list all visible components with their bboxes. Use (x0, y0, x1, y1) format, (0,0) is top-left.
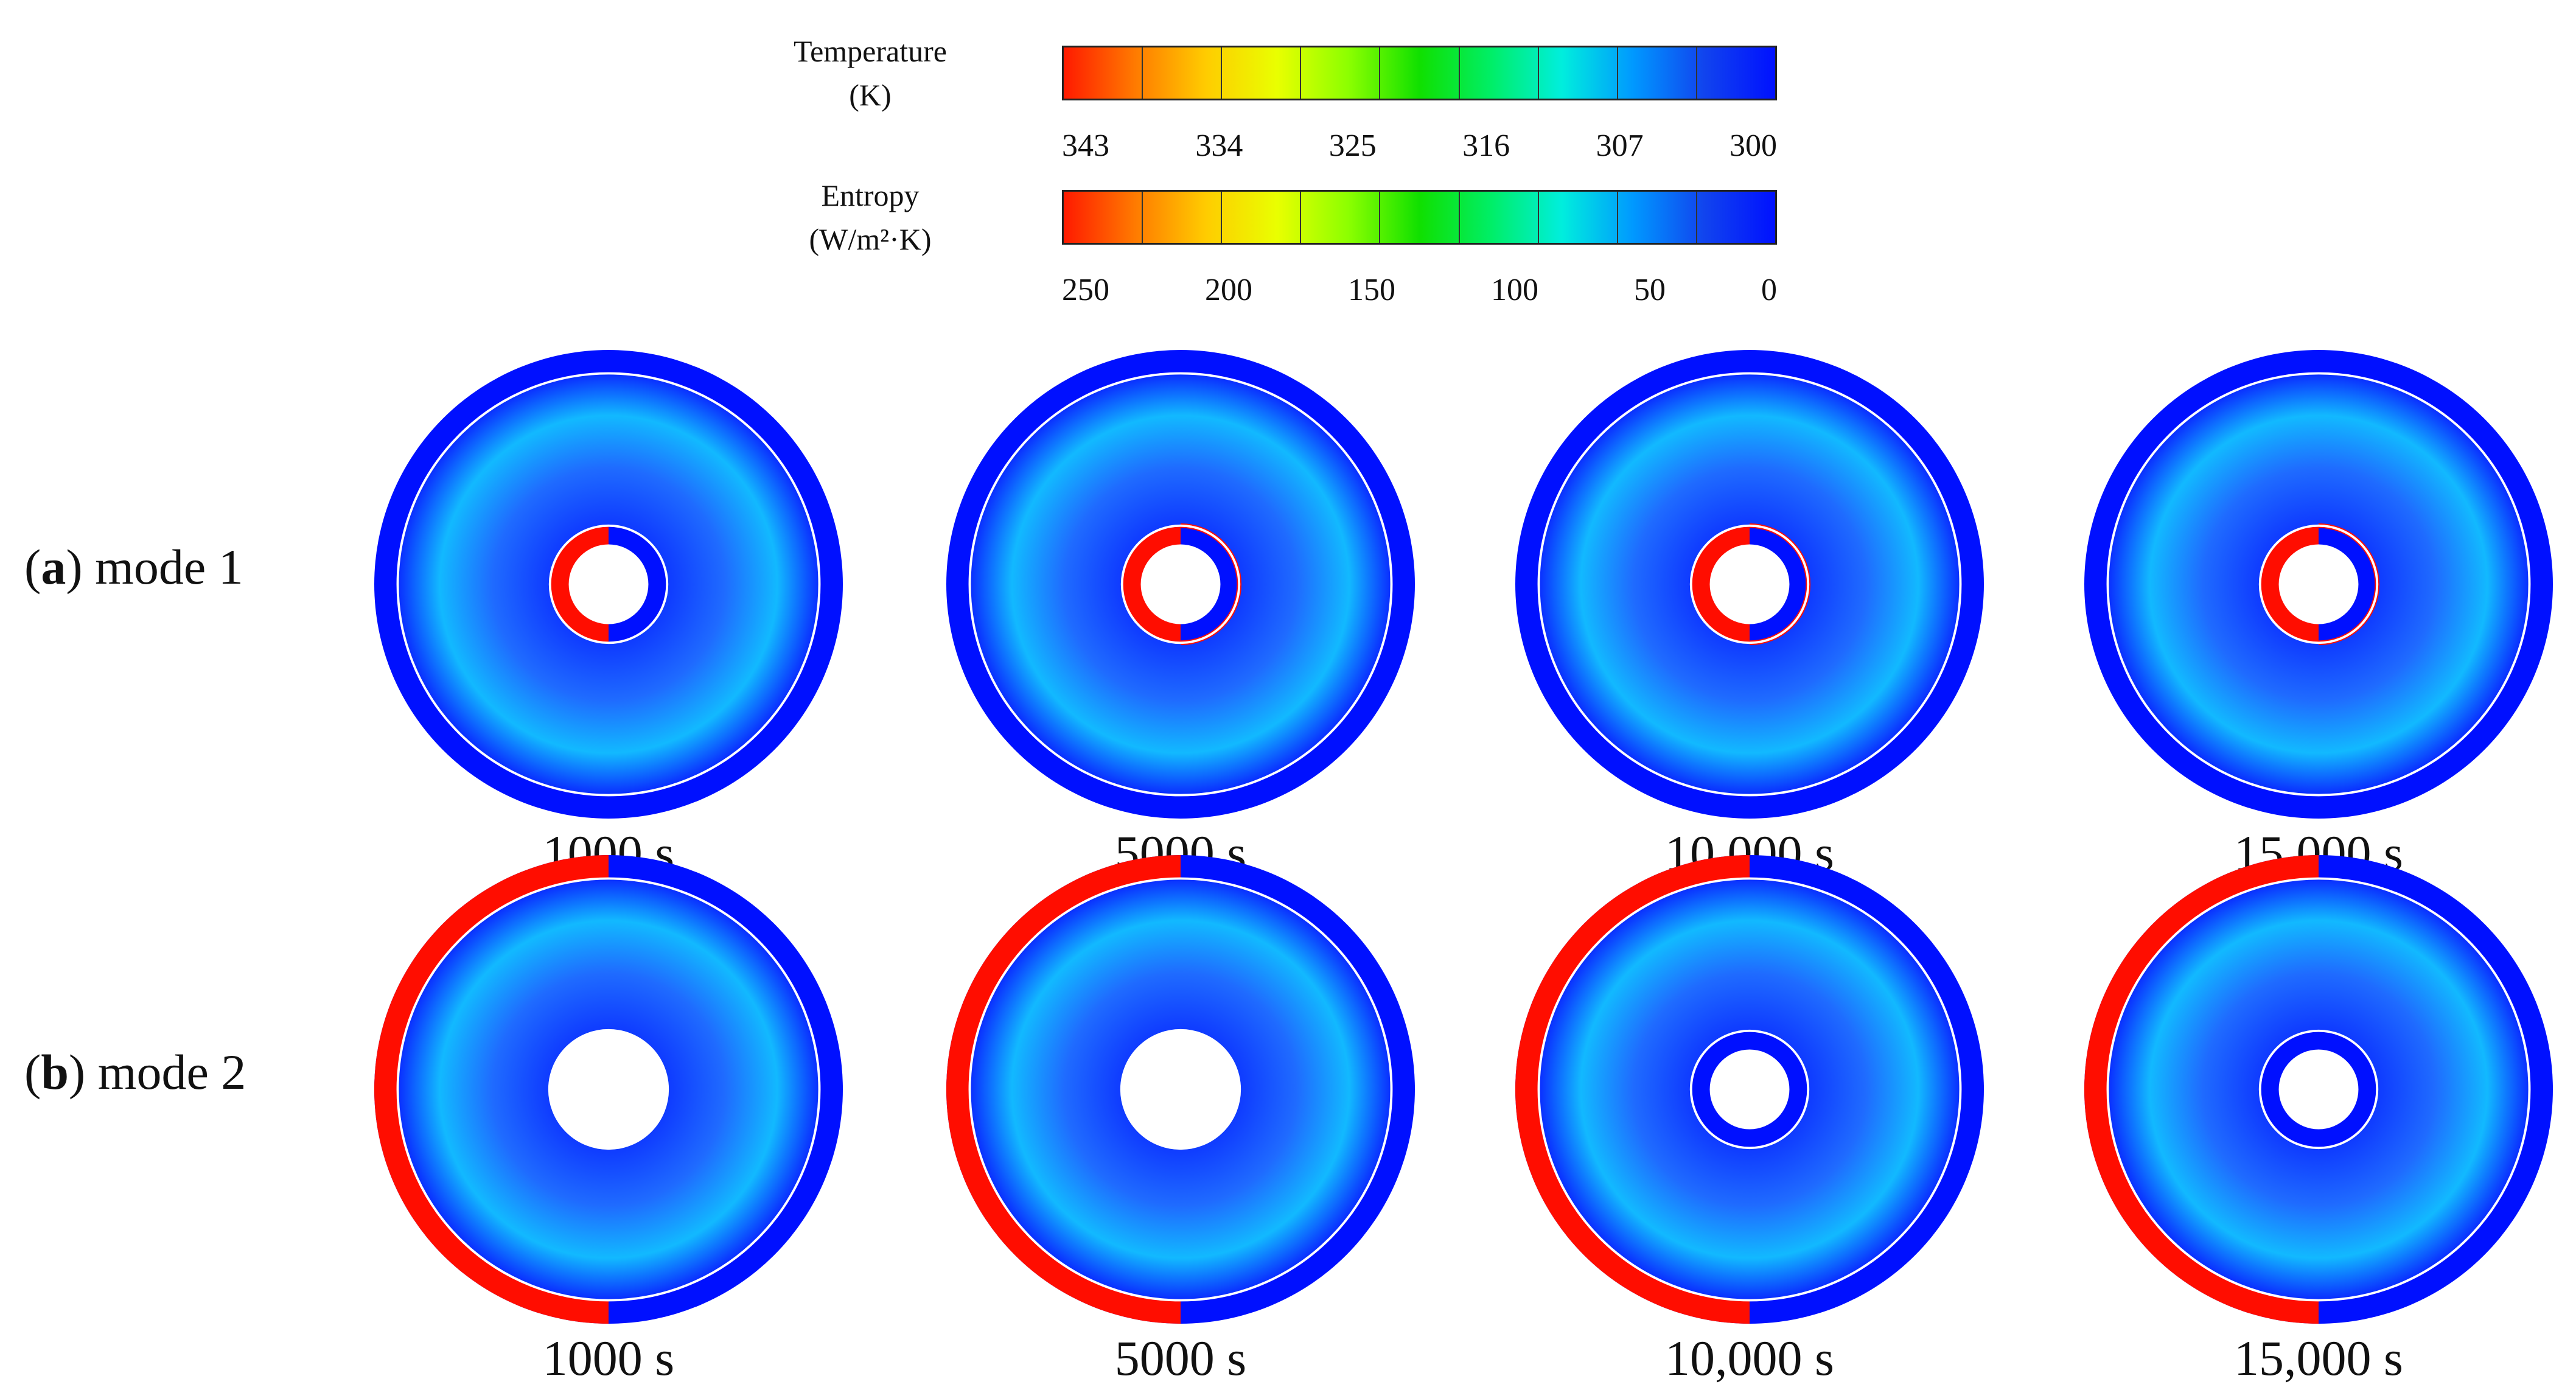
colorbar-segment (1143, 192, 1223, 243)
tick-label: 325 (1328, 128, 1377, 163)
time-caption: 1000 s (542, 1330, 675, 1386)
time-caption: 10,000 s (1665, 1330, 1834, 1386)
contour-panel: 5000 s (946, 855, 1415, 1387)
contour-panel: 5000 s (946, 350, 1415, 882)
colorbar-segment (1697, 47, 1775, 99)
entropy-label: Entropy (W/m²·K) (809, 178, 932, 256)
colorbar-segment (1301, 47, 1381, 99)
tick-label: 307 (1596, 128, 1644, 163)
contour-panel: 15,000 s (2084, 350, 2553, 882)
contour-panel: 10,000 s (1515, 855, 1984, 1387)
colorbar-segment (1539, 47, 1618, 99)
contour-disk (2084, 855, 2553, 1324)
tick-label: 250 (1062, 273, 1109, 307)
tick-label: 334 (1195, 128, 1243, 163)
contour-panel: 1000 s (374, 350, 843, 882)
tick-label: 0 (1761, 273, 1777, 307)
colorbar-segment (1301, 192, 1381, 243)
colorbar-segment (1064, 47, 1143, 99)
entropy-ticks: 250 200 150 100 50 0 (1062, 272, 1777, 308)
contour-panel: 10,000 s (1515, 350, 1984, 882)
contour-disk (374, 855, 843, 1324)
colorbar-segment (1222, 47, 1302, 99)
temperature-ticks: 343 334 325 316 307 300 (1062, 128, 1777, 164)
time-caption: 15,000 s (2234, 1330, 2403, 1386)
contour-disk (374, 350, 843, 819)
contour-disk (1515, 350, 1984, 819)
colorbar-segment (1460, 192, 1539, 243)
tick-label: 300 (1729, 128, 1777, 163)
colorbar-segment (1539, 192, 1618, 243)
time-caption: 5000 s (1114, 1330, 1247, 1386)
contour-disk (946, 350, 1415, 819)
contour-disk (1515, 855, 1984, 1324)
tick-label: 150 (1348, 273, 1395, 307)
colorbar-segment (1697, 192, 1775, 243)
colorbar-segment (1460, 47, 1539, 99)
row-label-mode-2: (b) mode 2 (24, 1044, 246, 1100)
colorbar-segment (1618, 192, 1697, 243)
tick-label: 200 (1205, 273, 1252, 307)
row-label-mode-1: (a) mode 1 (24, 539, 243, 595)
temperature-label: Temperature (K) (794, 34, 947, 112)
colorbar-segment (1618, 47, 1697, 99)
contour-disk (2084, 350, 2553, 819)
contour-disk (946, 855, 1415, 1324)
tick-label: 316 (1462, 128, 1510, 163)
tick-label: 100 (1491, 273, 1538, 307)
colorbar-segment (1064, 192, 1143, 243)
tick-label: 343 (1062, 128, 1109, 163)
tick-label: 50 (1634, 273, 1666, 307)
colorbar-segment (1380, 47, 1460, 99)
colorbar-segment (1143, 47, 1223, 99)
contour-panel: 1000 s (374, 855, 843, 1387)
colorbar-segment (1222, 192, 1302, 243)
temperature-colorbar (1062, 46, 1777, 100)
entropy-colorbar (1062, 190, 1777, 245)
colorbar-segment (1380, 192, 1460, 243)
contour-panel: 15,000 s (2084, 855, 2553, 1387)
